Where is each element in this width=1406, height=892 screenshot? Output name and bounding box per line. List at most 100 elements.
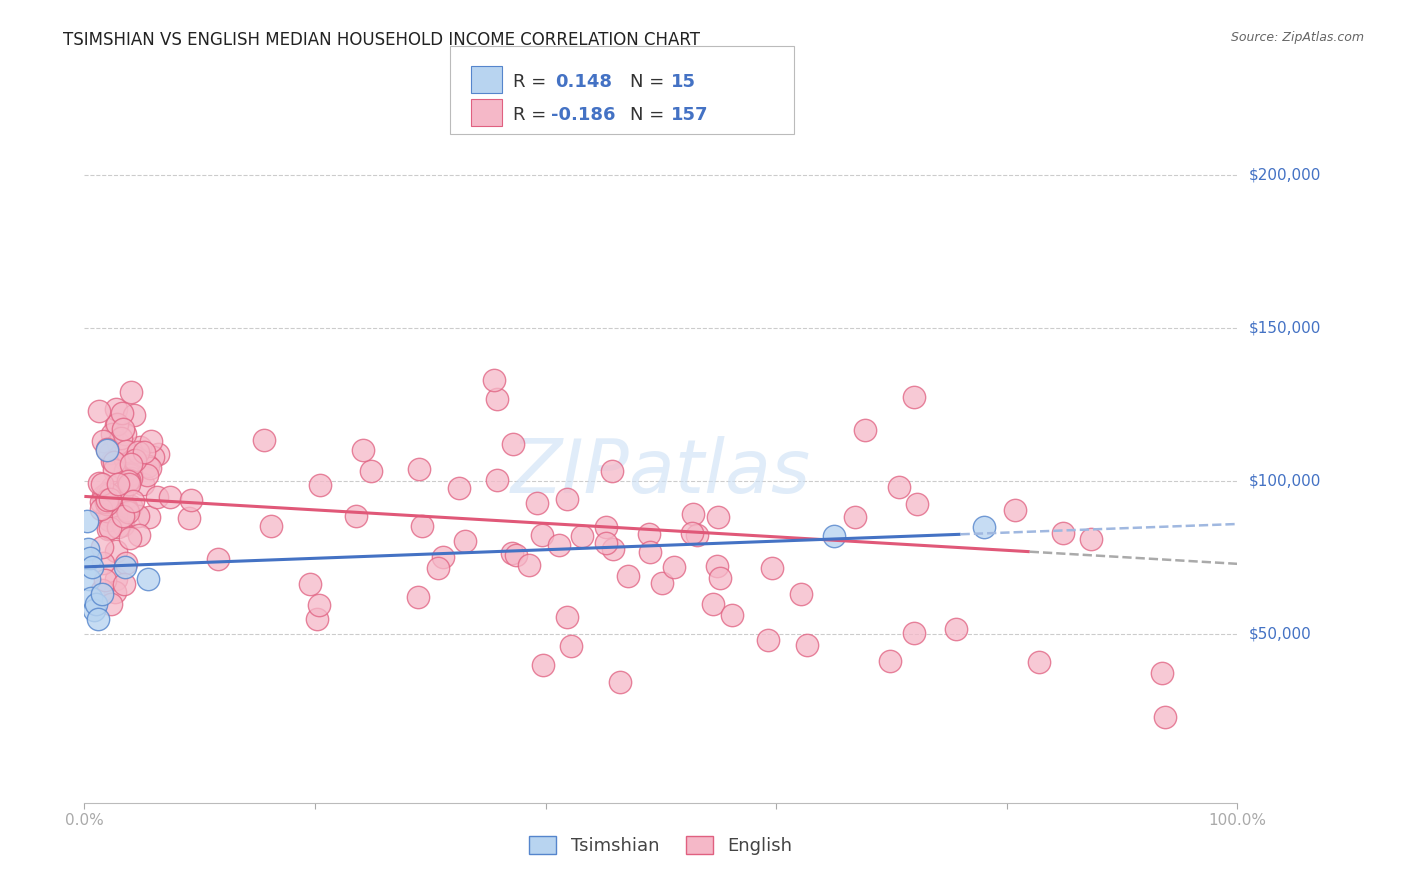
Point [253,434,276,448]
Legend: Tsimshian, English: Tsimshian, English [520,827,801,864]
Point [127,444,149,458]
Point [122,450,145,464]
Point [903,625,925,640]
Point [127,509,149,524]
Point [136,458,159,473]
Point [1080,532,1102,546]
Point [595,536,617,550]
Point [756,632,779,647]
Point [98,487,121,501]
Point [91,489,114,503]
Point [115,500,138,515]
Point [111,406,134,420]
Point [903,391,925,405]
Point [305,612,328,626]
Point [111,485,134,500]
Point [686,528,709,542]
Point [98,521,121,535]
Text: $200,000: $200,000 [1249,167,1320,182]
Point [107,436,129,450]
Point [973,520,995,534]
Point [132,445,155,459]
Point [207,551,229,566]
Point [115,444,138,458]
Point [502,437,524,451]
Point [89,404,111,418]
Point [702,598,724,612]
Point [121,494,143,508]
Point [103,463,125,477]
Point [121,454,143,468]
Point [97,522,120,536]
Point [117,503,139,517]
Point [309,478,332,492]
Point [122,408,145,422]
Point [706,558,728,573]
Point [114,560,136,574]
Point [107,501,129,516]
Point [104,418,127,433]
Point [80,591,103,605]
Point [114,426,136,441]
Point [308,598,330,612]
Point [344,508,367,523]
Point [571,529,593,543]
Point [91,582,114,597]
Text: 15: 15 [671,73,696,91]
Point [352,443,374,458]
Point [120,457,142,471]
Point [889,480,911,494]
Point [129,441,152,455]
Point [638,526,661,541]
Point [100,597,122,611]
Point [120,499,142,513]
Point [640,545,662,559]
Text: R =: R = [513,73,553,91]
Point [555,610,578,624]
Point [595,520,617,534]
Text: R =: R = [513,106,553,124]
Point [411,519,433,533]
Point [142,450,165,465]
Point [548,538,571,552]
Text: $100,000: $100,000 [1249,474,1320,489]
Point [709,571,731,585]
Point [501,546,523,560]
Point [651,576,673,591]
Point [602,541,624,556]
Point [427,560,450,574]
Point [114,577,136,591]
Point [96,442,118,456]
Point [87,475,110,490]
Point [945,622,967,636]
Point [112,421,135,435]
Text: ZIPatlas: ZIPatlas [510,435,811,508]
Point [132,477,155,491]
Point [98,446,121,460]
Point [107,477,129,491]
Point [82,560,104,574]
Text: 157: 157 [671,106,709,124]
Point [76,541,98,556]
Point [104,401,127,416]
Point [609,675,631,690]
Point [96,493,118,508]
Point [555,491,578,506]
Point [1028,655,1050,669]
Point [682,508,704,522]
Point [146,490,169,504]
Point [844,510,866,524]
Point [879,654,901,668]
Point [93,434,115,449]
Point [90,494,112,508]
Point [823,529,845,543]
Point [100,427,122,442]
Point [454,534,477,549]
Point [531,657,554,672]
Point [120,384,142,399]
Point [148,447,170,461]
Text: TSIMSHIAN VS ENGLISH MEDIAN HOUSEHOLD INCOME CORRELATION CHART: TSIMSHIAN VS ENGLISH MEDIAN HOUSEHOLD IN… [63,31,700,49]
Point [101,480,124,494]
Point [114,464,136,478]
Point [98,513,121,527]
